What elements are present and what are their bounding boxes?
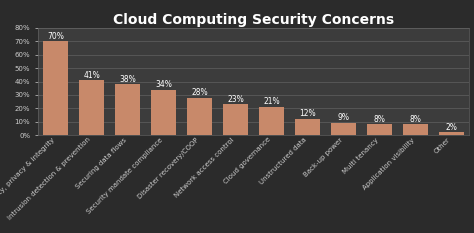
Bar <box>115 84 140 135</box>
Text: 21%: 21% <box>263 97 280 106</box>
Text: 12%: 12% <box>299 109 316 118</box>
Text: 38%: 38% <box>119 75 136 84</box>
Text: 2%: 2% <box>446 123 457 132</box>
Text: 70%: 70% <box>47 32 64 41</box>
Text: 28%: 28% <box>191 88 208 97</box>
Bar <box>223 104 248 135</box>
Bar <box>331 123 356 135</box>
Bar <box>295 119 320 135</box>
Bar <box>403 124 428 135</box>
Bar <box>187 98 212 135</box>
Text: 8%: 8% <box>410 115 421 124</box>
Bar <box>259 107 284 135</box>
Text: 8%: 8% <box>374 115 385 124</box>
Bar <box>79 80 104 135</box>
Text: 41%: 41% <box>83 71 100 79</box>
Text: 9%: 9% <box>337 113 349 122</box>
Bar <box>439 132 464 135</box>
Title: Cloud Computing Security Concerns: Cloud Computing Security Concerns <box>113 13 394 27</box>
Bar <box>43 41 68 135</box>
Bar <box>151 90 176 135</box>
Text: 34%: 34% <box>155 80 172 89</box>
Bar <box>367 124 392 135</box>
Text: 23%: 23% <box>227 95 244 104</box>
